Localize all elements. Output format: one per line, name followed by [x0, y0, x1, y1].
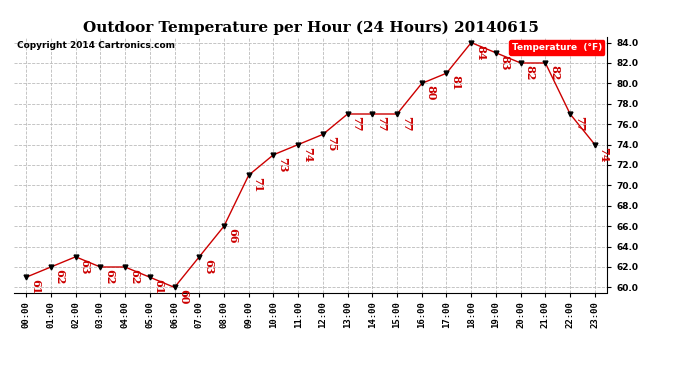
Text: 77: 77: [376, 116, 387, 132]
Text: 84: 84: [475, 45, 486, 60]
Text: 61: 61: [30, 279, 41, 295]
Text: 82: 82: [524, 65, 535, 80]
Text: 60: 60: [178, 290, 189, 305]
Text: 74: 74: [598, 147, 609, 162]
Title: Outdoor Temperature per Hour (24 Hours) 20140615: Outdoor Temperature per Hour (24 Hours) …: [83, 21, 538, 35]
Text: 66: 66: [228, 228, 239, 244]
Text: 62: 62: [104, 269, 115, 284]
Text: 77: 77: [574, 116, 585, 132]
Text: 83: 83: [500, 55, 511, 70]
Text: 61: 61: [153, 279, 164, 295]
Text: 74: 74: [302, 147, 313, 162]
Text: 73: 73: [277, 157, 288, 172]
Text: 75: 75: [326, 136, 337, 152]
Text: 81: 81: [450, 75, 461, 91]
Text: 80: 80: [426, 86, 437, 101]
Text: 77: 77: [401, 116, 412, 132]
Text: 63: 63: [79, 259, 90, 274]
Text: 82: 82: [549, 65, 560, 80]
Text: 62: 62: [129, 269, 140, 284]
Legend: Temperature  (°F): Temperature (°F): [509, 40, 604, 55]
Text: 71: 71: [253, 177, 264, 193]
Text: Copyright 2014 Cartronics.com: Copyright 2014 Cartronics.com: [17, 41, 175, 50]
Text: 63: 63: [203, 259, 214, 274]
Text: 77: 77: [351, 116, 362, 132]
Text: 62: 62: [55, 269, 66, 284]
